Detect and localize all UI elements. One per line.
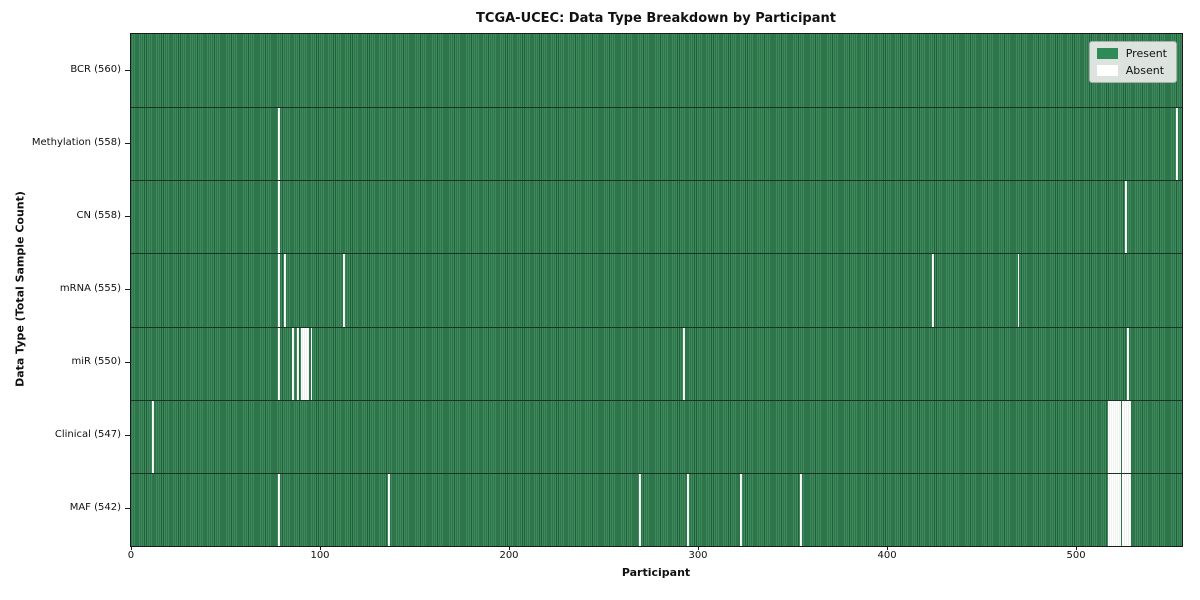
chart-title: TCGA-UCEC: Data Type Breakdown by Partic…: [476, 11, 836, 26]
absent-mark: [1176, 108, 1179, 181]
x-tick-label: 500: [1066, 550, 1086, 561]
absent-mark: [278, 181, 281, 254]
x-tick-mark: [320, 546, 321, 550]
absent-mark: [1119, 473, 1122, 546]
y-tick-mark: [125, 69, 130, 71]
absent-mark: [1125, 181, 1128, 254]
y-tick-label-methylation: Methylation (558): [31, 136, 121, 148]
y-tick-mark: [125, 362, 130, 364]
absent-mark: [739, 473, 742, 546]
heatmap-row-cn: [131, 180, 1182, 254]
absent-mark: [1110, 400, 1113, 473]
absent-mark: [1127, 473, 1130, 546]
absent-mark: [682, 327, 685, 400]
legend-entry-absent: Absent: [1096, 64, 1167, 77]
absent-mark: [1117, 400, 1120, 473]
absent-mark: [291, 327, 294, 400]
absent-mark: [278, 108, 281, 181]
y-tick-label-clinical: Clinical (547): [54, 429, 121, 441]
legend-swatch-present: [1096, 48, 1118, 59]
legend-label-present: Present: [1125, 47, 1167, 60]
y-tick-label-mir: miR (550): [71, 356, 121, 368]
y-tick-label-cn: CN (558): [76, 209, 121, 221]
absent-mark: [284, 254, 286, 327]
x-tick-mark: [130, 546, 132, 550]
y-tick-mark: [125, 289, 130, 290]
absent-mark: [1129, 400, 1131, 473]
heatmap-row-methylation: [131, 107, 1182, 181]
absent-mark: [800, 473, 803, 546]
absent-mark: [297, 327, 300, 400]
y-tick-mark: [125, 508, 130, 510]
y-tick-label-maf: MAF (542): [69, 502, 121, 514]
absent-mark: [278, 327, 281, 400]
absent-mark: [1113, 473, 1116, 546]
x-tick-label: 0: [127, 550, 135, 561]
y-tick-mark: [125, 215, 130, 217]
heatmap-row-maf: [131, 472, 1182, 546]
x-tick-mark: [509, 546, 510, 550]
absent-mark: [1112, 400, 1114, 473]
legend: Present Absent: [1088, 41, 1177, 83]
heatmap-row-bcr: [131, 34, 1182, 108]
absent-mark: [932, 254, 935, 327]
absent-mark: [1108, 400, 1111, 473]
absent-mark: [303, 327, 305, 400]
x-tick-label: 400: [877, 550, 897, 561]
absent-mark: [686, 473, 689, 546]
absent-mark: [388, 473, 390, 546]
legend-label-absent: Absent: [1125, 64, 1165, 77]
absent-mark: [1115, 473, 1118, 546]
absent-mark: [1129, 473, 1131, 546]
absent-mark: [301, 327, 303, 400]
y-tick-label-bcr: BCR (560): [70, 63, 121, 75]
heatmap-rows: [131, 34, 1182, 546]
absent-mark: [278, 473, 281, 546]
heatmap-row-clinical: [131, 399, 1182, 473]
absent-mark: [1112, 473, 1114, 546]
absent-mark: [1123, 400, 1126, 473]
absent-mark: [1113, 400, 1116, 473]
heatmap-row-mir: [131, 326, 1182, 400]
absent-mark: [1110, 473, 1113, 546]
y-tick-mark: [125, 142, 130, 144]
plot-area: Present Absent: [130, 33, 1183, 547]
absent-mark: [1115, 400, 1118, 473]
absent-mark: [1127, 400, 1130, 473]
absent-mark: [1117, 473, 1120, 546]
absent-mark: [310, 327, 313, 400]
absent-mark: [278, 254, 281, 327]
absent-mark: [151, 400, 154, 473]
absent-mark: [1119, 400, 1122, 473]
legend-entry-present: Present: [1096, 47, 1167, 60]
y-tick-label-mrna: mRNA (555): [59, 283, 121, 294]
x-tick-mark: [1076, 546, 1078, 550]
absent-mark: [1121, 400, 1124, 473]
absent-mark: [1125, 473, 1128, 546]
heatmap-row-mrna: [131, 253, 1182, 327]
absent-mark: [1123, 473, 1126, 546]
absent-mark: [639, 473, 642, 546]
x-tick-mark: [698, 546, 699, 550]
absent-mark: [1121, 473, 1124, 546]
absent-mark: [304, 327, 307, 400]
x-axis-label: Participant: [621, 566, 691, 579]
absent-mark: [306, 327, 309, 400]
absent-mark: [1127, 327, 1130, 400]
absent-mark: [342, 254, 345, 327]
x-tick-label: 200: [499, 550, 519, 561]
legend-swatch-absent: [1096, 65, 1118, 76]
absent-mark: [1125, 400, 1128, 473]
x-tick-label: 300: [688, 550, 708, 561]
absent-mark: [1108, 473, 1111, 546]
x-tick-mark: [887, 546, 889, 550]
x-tick-label: 100: [310, 550, 330, 561]
y-tick-mark: [125, 435, 130, 437]
absent-mark: [1017, 254, 1020, 327]
